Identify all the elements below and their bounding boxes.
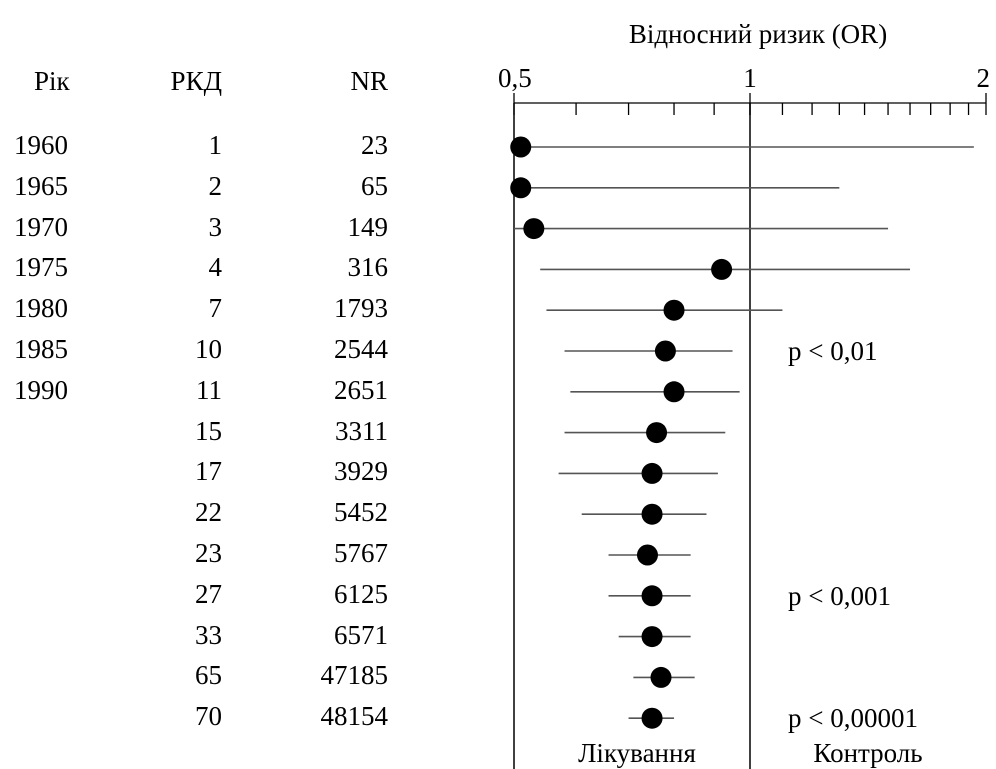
- point-estimate: [650, 666, 672, 688]
- x-tick-label: 0,5: [498, 63, 532, 93]
- row-nr-count: 65: [361, 170, 388, 201]
- bottom-label-treatment: Лікування: [578, 738, 696, 768]
- row-rct-count: 70: [195, 701, 222, 732]
- row-rct-count: 4: [208, 252, 223, 283]
- row-nr-count: 2544: [334, 334, 388, 364]
- row-year: 1965: [14, 170, 68, 201]
- row-nr-count: 316: [347, 252, 389, 283]
- row-rct-count: 65: [195, 660, 222, 691]
- row-rct-count: 23: [195, 538, 222, 568]
- row-nr-count: 1793: [334, 293, 388, 324]
- row-year: 1970: [14, 211, 68, 242]
- row-year: 1980: [14, 293, 68, 324]
- x-tick-label: 1: [743, 63, 757, 93]
- row-year: 1960: [14, 130, 68, 160]
- p-value-annotation: p < 0,00001: [788, 703, 918, 733]
- row-nr-count: 47185: [320, 660, 389, 691]
- x-tick-label: 2: [977, 63, 991, 93]
- row-rct-count: 27: [195, 578, 222, 609]
- row-nr-count: 48154: [320, 701, 389, 732]
- chart-title: Відносний ризик (OR): [629, 19, 887, 49]
- point-estimate: [641, 626, 663, 648]
- point-estimate: [636, 544, 658, 566]
- row-nr-count: 5767: [334, 538, 388, 568]
- point-estimate: [663, 381, 685, 403]
- row-rct-count: 3: [208, 211, 223, 242]
- bottom-label-control: Контроль: [813, 738, 922, 768]
- row-nr-count: 23: [361, 130, 388, 160]
- point-estimate: [646, 422, 668, 444]
- row-rct-count: 33: [195, 619, 222, 650]
- point-estimate: [641, 462, 663, 484]
- row-year: 1975: [14, 252, 68, 283]
- row-rct-count: 22: [195, 497, 222, 528]
- row-year: 1985: [14, 334, 68, 364]
- p-value-annotation: p < 0,01: [788, 336, 877, 366]
- row-rct-count: 7: [208, 293, 223, 324]
- row-nr-count: 6125: [334, 578, 388, 609]
- row-rct-count: 2: [208, 170, 223, 201]
- column-header-nr: NR: [350, 66, 388, 96]
- row-year: 1990: [14, 374, 68, 405]
- row-rct-count: 17: [195, 456, 222, 487]
- column-header-year: Рік: [34, 66, 70, 96]
- point-estimate: [654, 340, 676, 362]
- point-estimate: [510, 136, 532, 158]
- column-header-rct: РКД: [170, 66, 222, 96]
- row-nr-count: 3929: [334, 456, 388, 487]
- row-rct-count: 1: [208, 130, 223, 160]
- row-rct-count: 15: [195, 415, 222, 446]
- row-nr-count: 2651: [334, 374, 388, 405]
- row-rct-count: 10: [195, 334, 222, 364]
- point-estimate: [711, 258, 733, 280]
- row-nr-count: 3311: [335, 415, 388, 446]
- row-rct-count: 11: [196, 374, 222, 405]
- point-estimate: [641, 585, 663, 607]
- row-nr-count: 6571: [334, 619, 388, 650]
- point-estimate: [663, 299, 685, 321]
- p-value-annotation: p < 0,001: [788, 581, 891, 611]
- point-estimate: [510, 177, 532, 199]
- row-nr-count: 149: [347, 211, 389, 242]
- point-estimate: [523, 218, 545, 240]
- point-estimate: [641, 503, 663, 525]
- row-nr-count: 5452: [334, 497, 388, 528]
- point-estimate: [641, 707, 663, 729]
